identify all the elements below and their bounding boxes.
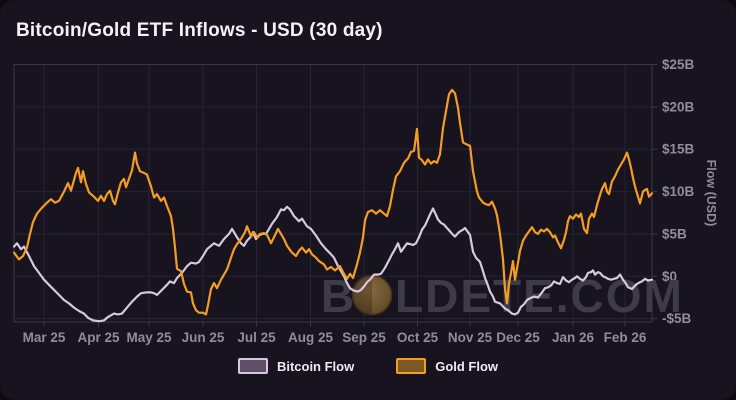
y-axis-tick-label: $25B: [662, 57, 695, 72]
chart-title: Bitcoin/Gold ETF Inflows - USD (30 day): [16, 20, 383, 41]
gold-flow-swatch-icon: [396, 358, 427, 374]
x-axis-tick-label: Jun 25: [182, 330, 225, 345]
x-axis-tick-label: Sep 25: [342, 330, 386, 345]
coin-shading: [352, 275, 372, 315]
x-axis-tick-label: Feb 26: [604, 330, 647, 345]
y-axis-title: Flow (USD): [704, 160, 718, 227]
x-axis-tick-label: Jul 25: [237, 330, 276, 345]
watermark-text-prefix: B: [321, 270, 356, 322]
x-axis-tick-label: Dec 25: [496, 330, 540, 345]
x-axis-tick-label: Oct 25: [397, 330, 439, 345]
series-line-gold-flow[interactable]: [12, 88, 654, 316]
x-axis-tick-label: Mar 25: [23, 330, 66, 345]
series-line-bitcoin-flow[interactable]: [12, 205, 654, 323]
y-axis-tick-label: -$5B: [662, 311, 692, 326]
y-axis-tick-label: $20B: [662, 99, 695, 114]
x-axis-tick-label: Nov 25: [448, 330, 493, 345]
y-axis-tick-label: $0: [662, 269, 677, 284]
x-axis-tick-label: May 25: [126, 330, 172, 345]
legend-label-bitcoin-flow: Bitcoin Flow: [276, 358, 355, 374]
x-axis-tick-label: Jan 26: [552, 330, 595, 345]
y-axis-tick-label: $15B: [662, 142, 695, 157]
x-axis-tick-label: Apr 25: [77, 330, 120, 345]
chart-legend: Bitcoin Flow Gold Flow: [0, 358, 736, 374]
y-axis-tick-label: $5B: [662, 226, 687, 241]
x-axis-tick-label: Aug 25: [288, 330, 334, 345]
legend-label-gold-flow: Gold Flow: [435, 358, 499, 374]
y-axis-tick-label: $10B: [662, 184, 695, 199]
legend-item-bitcoin-flow[interactable]: Bitcoin Flow: [237, 358, 355, 374]
legend-item-gold-flow[interactable]: Gold Flow: [396, 358, 498, 374]
bitcoin-flow-swatch-icon: [237, 358, 268, 374]
